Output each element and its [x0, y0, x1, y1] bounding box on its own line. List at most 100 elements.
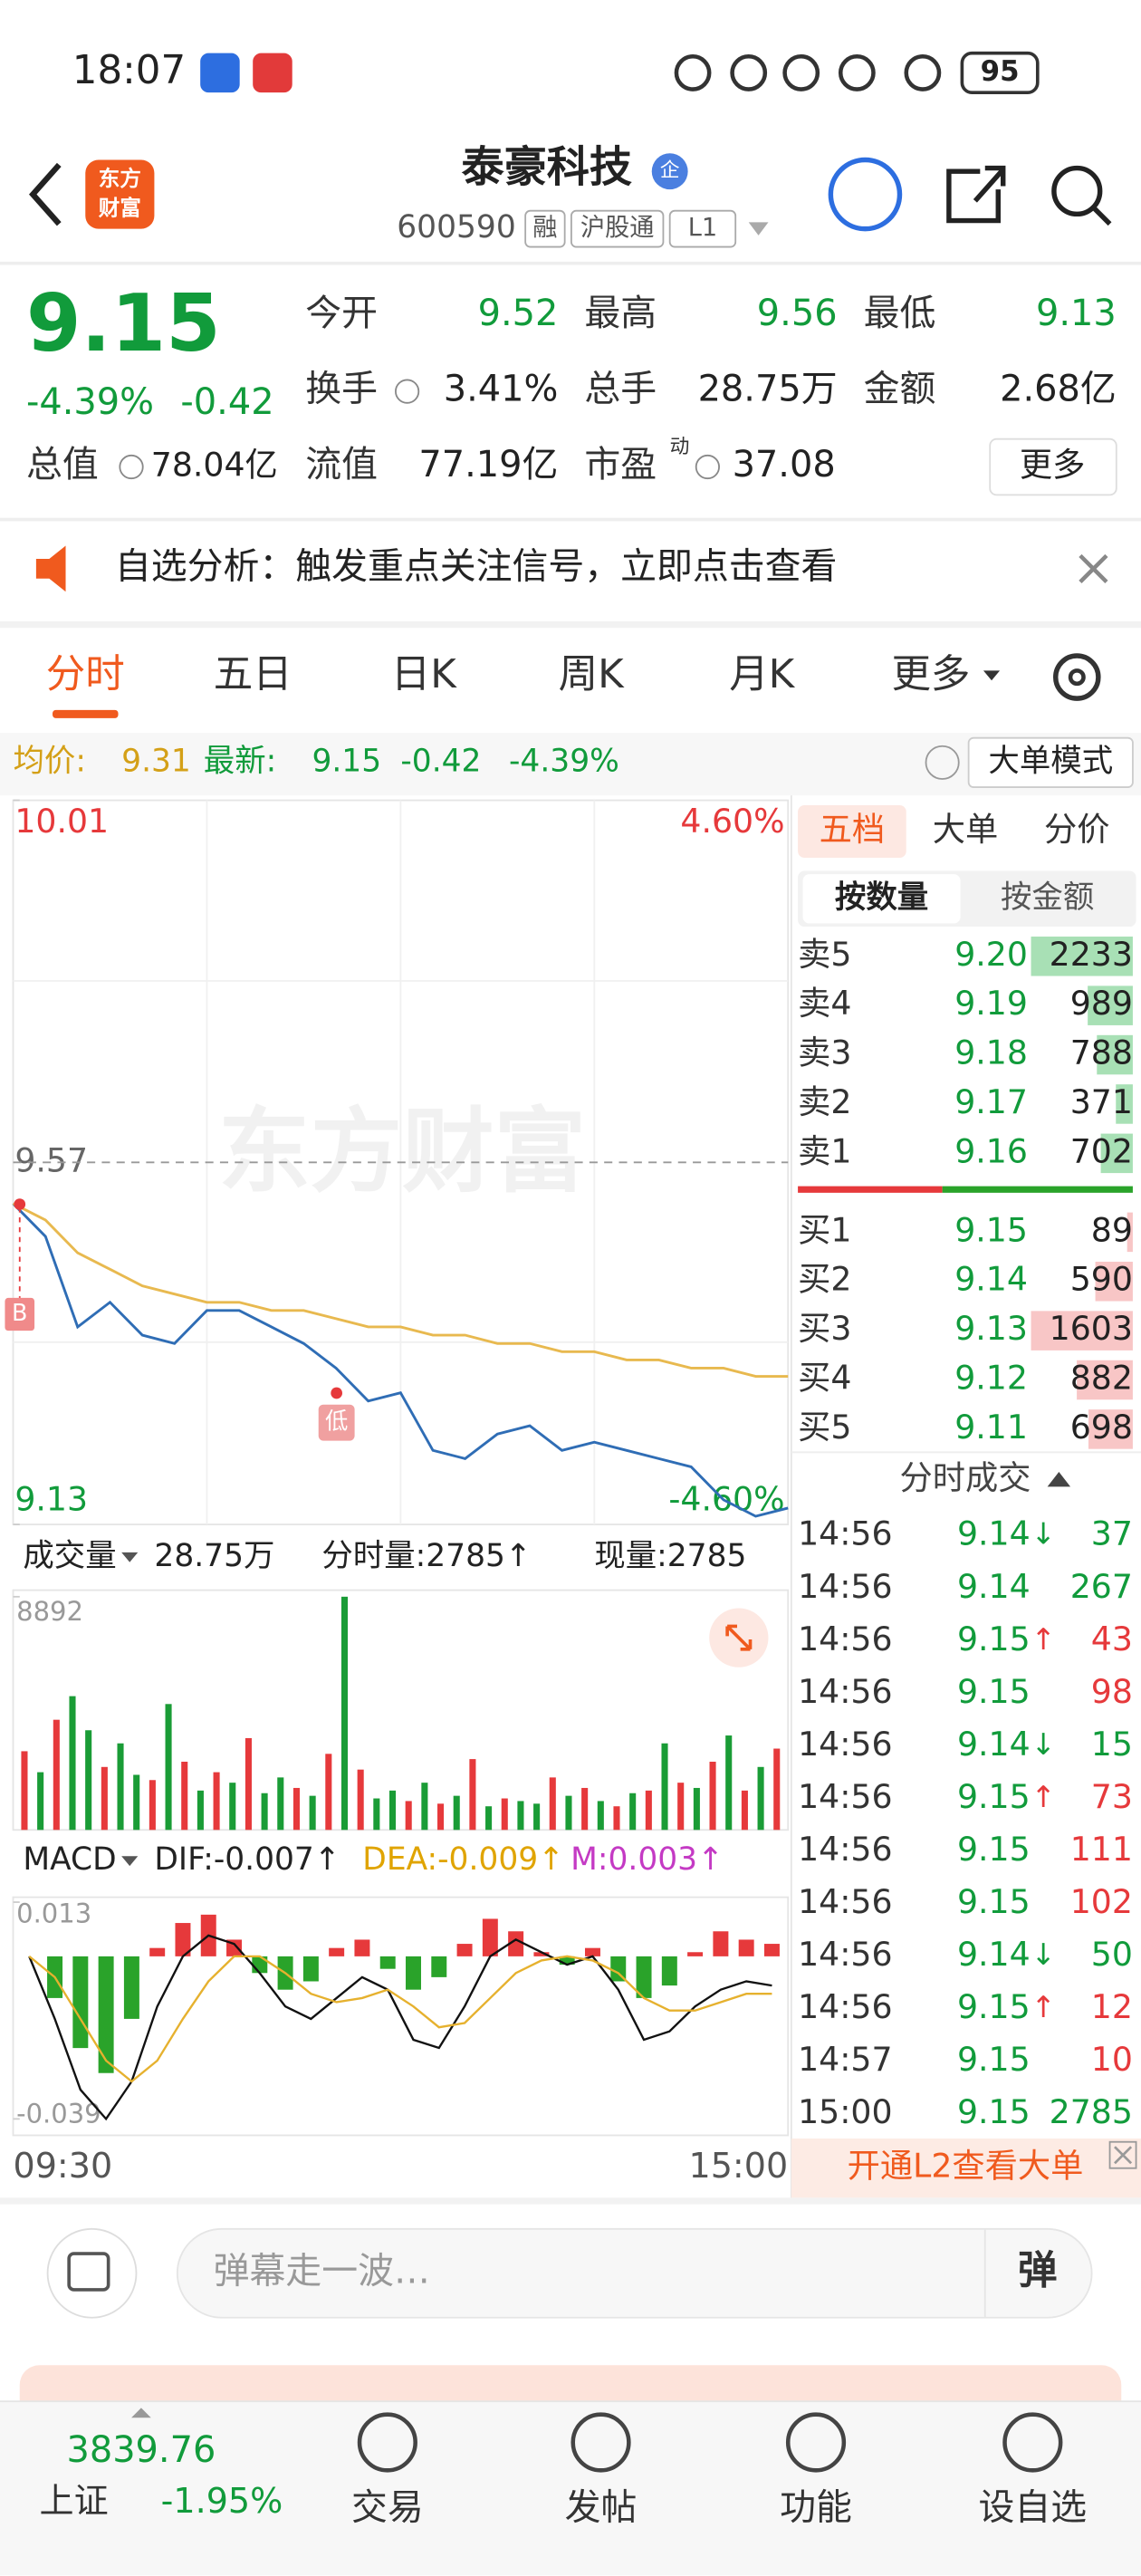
book-tab[interactable]: 五档: [820, 810, 886, 849]
level-label: 卖5: [798, 935, 851, 974]
stat-label: 总值: [26, 444, 99, 485]
nav-icon[interactable]: [357, 2412, 417, 2473]
volume-bar: [373, 1798, 380, 1831]
level-volume: 698: [1070, 1408, 1133, 1447]
tab[interactable]: 五日: [214, 652, 292, 697]
comment-icon-bg[interactable]: [46, 2227, 138, 2319]
volume-bar: [709, 1761, 716, 1831]
info-icon: [695, 454, 720, 480]
danmaku-button[interactable]: 弹: [1018, 2248, 1058, 2293]
l2-link[interactable]: 开通L2查看大单: [848, 2147, 1084, 2186]
stat-label: 流值: [305, 444, 378, 485]
comment-input[interactable]: [176, 2227, 1093, 2319]
book-subtab[interactable]: 按金额: [1001, 879, 1094, 916]
stat-label: 今开: [305, 293, 378, 334]
depth-bar: [1077, 1360, 1133, 1400]
book-tab[interactable]: 分价: [1044, 810, 1110, 849]
status-icon: [782, 54, 820, 91]
tag-text: 沪股通: [580, 214, 655, 242]
volume-total: 28.75万: [154, 1538, 274, 1574]
volume-bar: [133, 1774, 140, 1831]
ai-button[interactable]: [828, 157, 903, 232]
comment-icon: [67, 2252, 110, 2292]
trade-volume: 98: [1091, 1672, 1133, 1711]
nav-bg: [0, 2401, 1141, 2576]
macd-bar: [508, 1931, 524, 1956]
depth-bar: [1116, 1084, 1133, 1124]
nav-icon[interactable]: [1002, 2412, 1063, 2473]
trade-price: 9.15: [957, 2092, 1031, 2131]
tab[interactable]: 周K: [559, 652, 625, 697]
volume-bar: [165, 1704, 172, 1831]
battery: [960, 51, 1040, 94]
nav-icon[interactable]: [785, 2412, 847, 2473]
depth-bar: [1088, 985, 1133, 1025]
stat-label: 换手: [305, 369, 378, 410]
dropdown: [983, 670, 1001, 681]
book-tab[interactable]: 大单: [933, 810, 999, 849]
stat-label: 最高: [584, 293, 657, 334]
comment-placeholder: 弹幕走一波…: [214, 2250, 430, 2292]
level-label: 卖1: [798, 1131, 851, 1170]
nav-item[interactable]: 交易: [351, 2486, 424, 2528]
more-button[interactable]: [989, 437, 1117, 496]
dif-line: [28, 1934, 772, 2121]
settings-button[interactable]: [1053, 653, 1101, 701]
close-icon[interactable]: [1079, 553, 1108, 584]
level-price: 9.17: [954, 1082, 1028, 1121]
macd-bar: [559, 1956, 575, 1966]
marker-b-text: B: [12, 1299, 27, 1326]
book-subtab[interactable]: 按数量: [835, 879, 928, 916]
x-tick-label: 15:00: [689, 2146, 789, 2186]
trade-price: 9.14: [957, 1935, 1031, 1974]
macd-bar: [738, 1939, 754, 1956]
macd-bar: [482, 1918, 498, 1956]
tag-text: 融: [532, 214, 557, 242]
trade-volume: 10: [1091, 2040, 1133, 2079]
nav-icon[interactable]: [570, 2412, 631, 2473]
volume-bar: [485, 1806, 493, 1831]
share-button[interactable]: [946, 165, 1006, 224]
y-tick-label: 8892: [16, 1596, 83, 1627]
big-order-button[interactable]: [967, 736, 1134, 788]
l2-close[interactable]: [1108, 2140, 1137, 2169]
nav-item[interactable]: 功能: [780, 2486, 852, 2528]
level-label: 买3: [798, 1309, 851, 1348]
volume-bar: [453, 1795, 460, 1831]
last-change: -0.42: [400, 743, 481, 779]
level-price: 9.11: [954, 1408, 1028, 1447]
tab[interactable]: 分时: [46, 652, 125, 697]
trade-time: 14:56: [798, 1777, 892, 1816]
volume-bar: [725, 1735, 733, 1831]
trade-time: 14:56: [798, 1514, 892, 1553]
trade-price: 9.15: [957, 1830, 1031, 1869]
trade-volume: 2785: [1050, 2092, 1133, 2131]
nav-item[interactable]: 设自选: [979, 2486, 1088, 2528]
level-volume: 882: [1070, 1359, 1133, 1398]
macd-bar: [354, 1939, 370, 1956]
level-label: 卖3: [798, 1033, 851, 1072]
stock-code: 600590: [397, 209, 515, 245]
volume-bar: [693, 1787, 700, 1831]
nav-item[interactable]: 发帖: [565, 2486, 638, 2528]
trade-price: 9.15: [957, 1777, 1031, 1816]
volume-bar: [244, 1737, 252, 1831]
back-button[interactable]: [29, 162, 62, 226]
search-button[interactable]: [1051, 165, 1103, 217]
volume-bar: [309, 1795, 316, 1831]
level-volume: 788: [1070, 1033, 1133, 1072]
volume-bar: [340, 1596, 349, 1831]
volume-bar: [53, 1719, 60, 1831]
trade-time: 14:56: [798, 1830, 892, 1869]
watermark: 东方财富: [218, 1099, 586, 1206]
price-line: [12, 1202, 789, 1518]
trade-time: 14:56: [798, 1567, 892, 1606]
tab[interactable]: 更多: [891, 652, 970, 697]
tab[interactable]: 月K: [729, 652, 795, 697]
volume-bar: [325, 1754, 332, 1831]
trade-volume: 73: [1091, 1777, 1133, 1816]
l2-bg: [791, 2139, 1141, 2198]
tab[interactable]: 日K: [391, 652, 457, 697]
macd-bar: [329, 1947, 345, 1956]
dea-line: [28, 1955, 772, 2083]
